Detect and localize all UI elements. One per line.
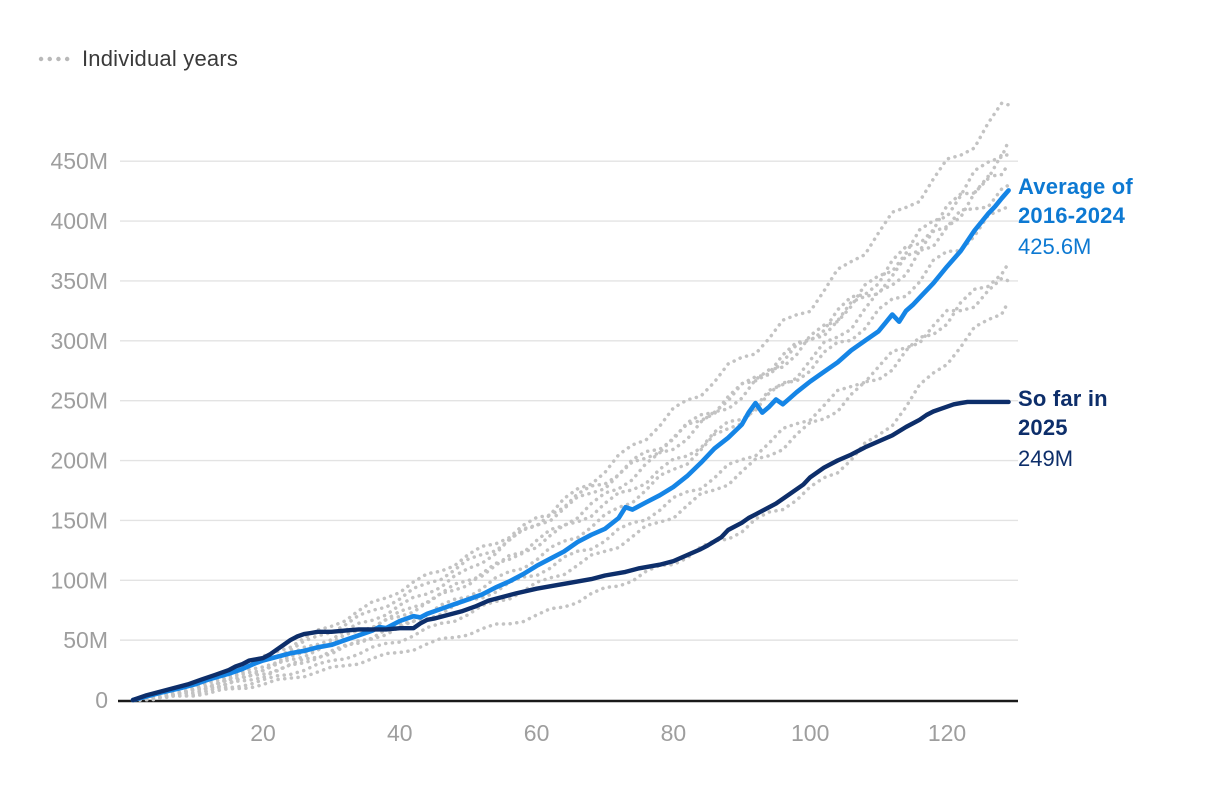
x-tick-label: 40 [387, 720, 413, 746]
individual-year-line [138, 204, 1011, 701]
individual-year-line [138, 152, 1011, 701]
y-tick-label: 350M [50, 268, 108, 294]
annotation-so-far-title-line1: So far in [1018, 386, 1108, 411]
y-tick-label: 100M [50, 567, 108, 593]
individual-year-line [138, 299, 1011, 702]
annotation-so-far-value: 249M [1018, 446, 1074, 471]
individual-year-line [138, 183, 1011, 702]
y-tick-label: 200M [50, 448, 108, 474]
annotation-so-far-title-line2: 2025 [1018, 415, 1068, 440]
y-tick-label: 250M [50, 388, 108, 414]
individual-year-line [138, 261, 1011, 702]
dotted-line-swatch [38, 56, 72, 62]
x-tick-label: 60 [524, 720, 550, 746]
y-tick-label: 50M [63, 627, 108, 653]
x-tick-label: 20 [250, 720, 276, 746]
y-tick-label: 400M [50, 208, 108, 234]
x-tick-label: 120 [928, 720, 966, 746]
x-tick-label: 80 [661, 720, 687, 746]
annotation-average-title-line1: Average of [1018, 174, 1133, 199]
annotation-average: Average of 2016-2024 425.6M [1018, 172, 1208, 261]
y-tick-label: 0 [95, 687, 108, 713]
annotation-average-title-line2: 2016-2024 [1018, 203, 1126, 228]
y-tick-label: 450M [50, 148, 108, 174]
legend-label: Individual years [82, 46, 239, 71]
y-tick-label: 150M [50, 507, 108, 533]
individual-year-line [138, 276, 1011, 701]
individual-year-line [138, 161, 1011, 702]
annotation-average-value: 425.6M [1018, 234, 1092, 259]
so-far-2025-line [130, 399, 1011, 703]
annotation-so-far-2025: So far in 2025 249M [1018, 384, 1208, 473]
legend: Individual years [38, 46, 238, 72]
average-line [130, 188, 1011, 703]
y-tick-label: 300M [50, 328, 108, 354]
x-tick-label: 100 [791, 720, 829, 746]
individual-year-line [138, 139, 1011, 702]
